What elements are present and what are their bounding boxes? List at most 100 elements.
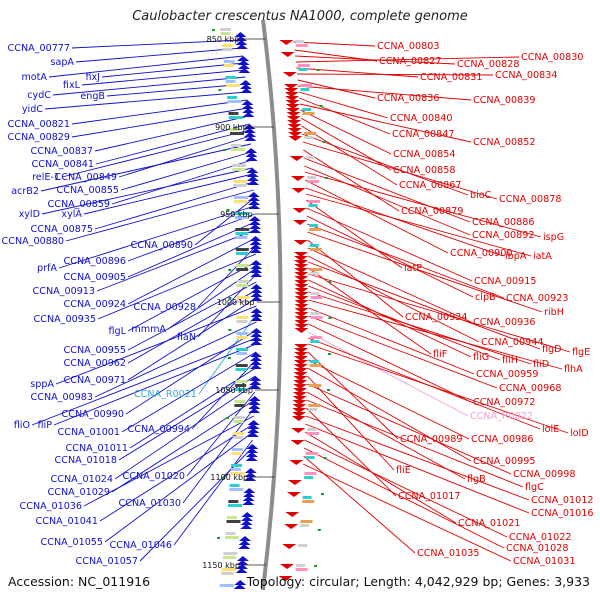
gene-label-ccna-00936[interactable]: CCNA_00936 [473,317,535,328]
gene-label-ccna-00836[interactable]: CCNA_00836 [377,93,439,104]
gene-label-ccna-00855[interactable]: CCNA_00855 [57,185,119,196]
gene-label-ccna-00972[interactable]: CCNA_00972 [473,397,535,408]
gene-label-ccna-00830[interactable]: CCNA_00830 [521,52,583,63]
gene-label-ccna-01017[interactable]: CCNA_01017 [398,491,460,502]
gene-label-ccna-00900[interactable]: CCNA_00900 [450,248,512,259]
gene-label-ccna-00955[interactable]: CCNA_00955 [64,345,126,356]
gene-label-flgl[interactable]: flgL [109,326,127,337]
gene-label-flha[interactable]: flhA [564,364,583,375]
gene-label-flid[interactable]: fliD [533,359,549,370]
gene-label-ccna-00854[interactable]: CCNA_00854 [393,149,455,160]
gene-label-iata[interactable]: iatA [533,251,552,262]
gene-label-ccna-01046[interactable]: CCNA_01046 [110,540,172,551]
gene-label-ccna-01041[interactable]: CCNA_01041 [36,516,98,527]
gene-label-ccna-00913[interactable]: CCNA_00913 [33,286,95,297]
gene-label-flip[interactable]: fliP [38,420,53,431]
gene-label-ccna-00998[interactable]: CCNA_00998 [513,469,575,480]
gene-label-cydc[interactable]: cydC [27,90,51,101]
gene-label-ccna-00828[interactable]: CCNA_00828 [457,59,519,70]
gene-label-ccna-01035[interactable]: CCNA_01035 [417,548,479,559]
gene-label-ccna-00879[interactable]: CCNA_00879 [401,206,463,217]
gene-label-ccna-00880[interactable]: CCNA_00880 [2,236,64,247]
gene-label-ccna-00905[interactable]: CCNA_00905 [64,272,126,283]
gene-label-ccna-00986[interactable]: CCNA_00986 [471,434,533,445]
gene-label-ccna-00852[interactable]: CCNA_00852 [473,137,535,148]
gene-label-flgb[interactable]: flgB [467,474,486,485]
gene-label-ccna-00829[interactable]: CCNA_00829 [8,132,70,143]
gene-label-ccna-r0022[interactable]: CCNA_R0022 [470,411,533,422]
gene-label-ccna-01021[interactable]: CCNA_01021 [458,518,520,529]
gene-label-ccna-00839[interactable]: CCNA_00839 [473,95,535,106]
gene-label-ccna-01029[interactable]: CCNA_01029 [48,487,110,498]
gene-label-ccna-00935[interactable]: CCNA_00935 [34,314,96,325]
gene-label-ccna-01057[interactable]: CCNA_01057 [76,556,138,567]
gene-label-xyld[interactable]: xylD [19,209,40,220]
gene-label-ccna-01016[interactable]: CCNA_01016 [531,508,593,519]
gene-label-ccna-01012[interactable]: CCNA_01012 [531,495,593,506]
gene-label-ccna-00834[interactable]: CCNA_00834 [495,70,557,81]
gene-label-ccna-00989[interactable]: CCNA_00989 [400,434,462,445]
gene-label-ccna-00847[interactable]: CCNA_00847 [392,129,454,140]
gene-label-bioc[interactable]: bioC [470,190,492,201]
gene-label-flan[interactable]: flaN [177,332,196,343]
gene-label-ccna-00886[interactable]: CCNA_00886 [472,217,534,228]
gene-label-ccna-00962[interactable]: CCNA_00962 [64,358,126,369]
gene-label-ccna-00968[interactable]: CCNA_00968 [499,383,561,394]
gene-label-ccna-00971[interactable]: CCNA_00971 [64,375,126,386]
gene-label-ccna-01022[interactable]: CCNA_01022 [509,532,571,543]
gene-label-lold[interactable]: lolD [570,428,589,439]
gene-label-ccna-01055[interactable]: CCNA_01055 [41,537,103,548]
gene-label-ccna-00831[interactable]: CCNA_00831 [420,72,482,83]
gene-label-ccna-00983[interactable]: CCNA_00983 [31,392,93,403]
gene-label-acrb2[interactable]: acrB2 [11,186,39,197]
gene-label-ccna-00924[interactable]: CCNA_00924 [64,299,126,310]
gene-label-ccna-00840[interactable]: CCNA_00840 [390,113,452,124]
gene-label-ccna-01028[interactable]: CCNA_01028 [506,543,568,554]
gene-label-ccna-00777[interactable]: CCNA_00777 [8,43,70,54]
gene-label-ccna-01018[interactable]: CCNA_01018 [55,455,117,466]
gene-label-ccna-00878[interactable]: CCNA_00878 [499,194,561,205]
gene-label-flif[interactable]: fliF [433,349,447,360]
gene-label-sppa[interactable]: sppA [30,379,54,390]
gene-label-ccna-00837[interactable]: CCNA_00837 [31,146,93,157]
gene-label-ccna-00821[interactable]: CCNA_00821 [8,119,70,130]
gene-label-ccna-01031[interactable]: CCNA_01031 [513,556,575,567]
gene-label-ccna-01024[interactable]: CCNA_01024 [51,474,113,485]
gene-label-ccna-r0021[interactable]: CCNA_R0021 [134,389,197,400]
gene-label-prfa[interactable]: prfA [37,263,57,274]
gene-label-ccna-00890[interactable]: CCNA_00890 [131,240,193,251]
gene-label-ccna-00841[interactable]: CCNA_00841 [32,159,94,170]
gene-label-flio[interactable]: fliO [14,420,31,431]
gene-label-lole[interactable]: lolE [542,424,559,435]
gene-label-ccna-00928[interactable]: CCNA_00928 [134,302,196,313]
gene-label-flig[interactable]: fliG [473,352,489,363]
gene-label-ccna-00892[interactable]: CCNA_00892 [472,230,534,241]
gene-label-rele-1[interactable]: relE-1 [32,172,60,183]
gene-label-flge[interactable]: flgE [572,347,590,358]
gene-label-ccna-01011[interactable]: CCNA_01011 [66,443,128,454]
gene-label-ccna-00934[interactable]: CCNA_00934 [405,312,467,323]
gene-label-ccna-00827[interactable]: CCNA_00827 [379,56,441,67]
gene-label-ispg[interactable]: ispG [543,232,564,243]
gene-label-ccna-00858[interactable]: CCNA_00858 [393,165,455,176]
gene-label-ccna-01030[interactable]: CCNA_01030 [119,498,181,509]
gene-label-ccna-00875[interactable]: CCNA_00875 [31,224,93,235]
gene-label-clpb[interactable]: clpB [475,292,496,303]
gene-label-ccna-00994[interactable]: CCNA_00994 [128,424,190,435]
gene-label-iatp[interactable]: iatP [404,263,422,274]
gene-label-ccna-01001[interactable]: CCNA_01001 [58,427,120,438]
gene-label-flgc[interactable]: flgC [525,482,544,493]
gene-label-flie[interactable]: fliE [396,465,411,476]
gene-label-xyla[interactable]: xylA [61,209,82,220]
gene-label-mota[interactable]: motA [21,72,47,83]
gene-label-ccna-00944[interactable]: CCNA_00944 [481,337,543,348]
gene-label-ccna-00896[interactable]: CCNA_00896 [64,256,126,267]
gene-label-ibpa[interactable]: ibpA [505,251,527,262]
gene-label-ccna-00803[interactable]: CCNA_00803 [377,41,439,52]
gene-label-ccna-00849[interactable]: CCNA_00849 [55,172,117,183]
gene-label-engb[interactable]: engB [80,91,105,102]
gene-label-ccna-00923[interactable]: CCNA_00923 [506,293,568,304]
gene-label-ribh[interactable]: ribH [544,307,564,318]
gene-label-ccna-00995[interactable]: CCNA_00995 [473,456,535,467]
gene-label-ccna-00867[interactable]: CCNA_00867 [399,180,461,191]
